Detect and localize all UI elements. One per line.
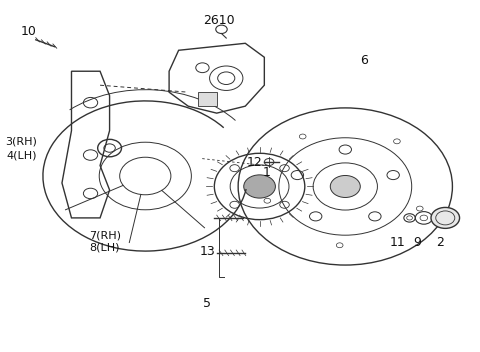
Text: 8(LH): 8(LH) (90, 243, 120, 253)
Text: 4(LH): 4(LH) (6, 150, 37, 160)
Text: 1: 1 (263, 166, 271, 179)
Polygon shape (198, 92, 217, 106)
Text: 9: 9 (413, 236, 420, 249)
Text: 5: 5 (203, 297, 211, 310)
Text: 3(RH): 3(RH) (6, 136, 37, 146)
Text: 2: 2 (437, 236, 444, 249)
Text: 11: 11 (390, 236, 406, 249)
Text: 6: 6 (360, 54, 368, 67)
Circle shape (244, 175, 276, 198)
Text: 13: 13 (199, 245, 215, 258)
Text: 2610: 2610 (204, 14, 235, 27)
Circle shape (431, 207, 459, 228)
Circle shape (330, 176, 360, 197)
Text: 10: 10 (21, 25, 36, 38)
Text: 7(RH): 7(RH) (89, 230, 121, 240)
Text: 12: 12 (247, 156, 263, 169)
